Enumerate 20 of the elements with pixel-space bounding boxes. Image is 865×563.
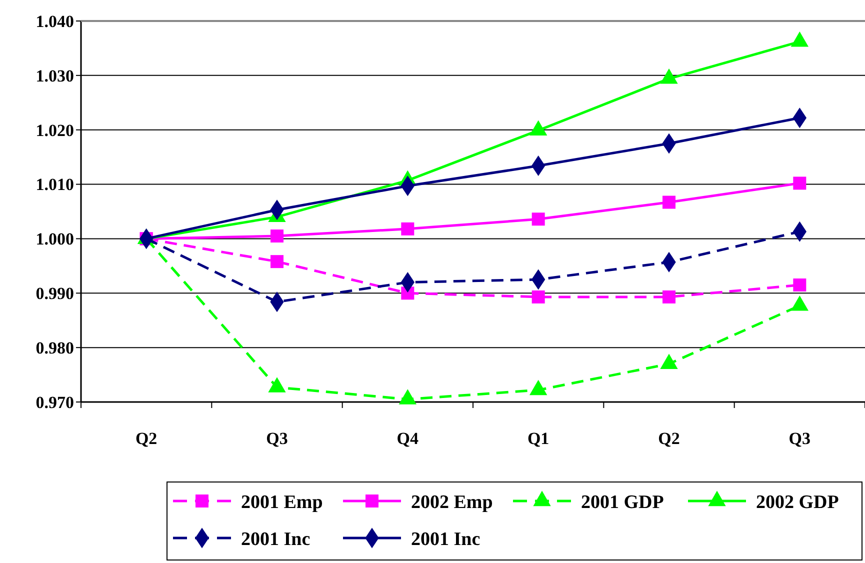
y-tick-label: 1.040 <box>36 12 74 31</box>
y-tick-label: 1.010 <box>36 175 74 194</box>
legend-label: 2001 Inc <box>241 529 310 550</box>
legend-label: 2002 Emp <box>411 492 493 513</box>
x-tick-label: Q1 <box>527 429 550 448</box>
y-tick-label: 0.990 <box>36 284 74 304</box>
legend-label: 2001 Inc <box>411 529 480 550</box>
x-tick-label: Q3 <box>788 429 811 448</box>
x-tick-label: Q3 <box>266 429 288 448</box>
x-tick-label: Q2 <box>135 429 158 448</box>
legend-label: 2002 GDP <box>756 492 840 513</box>
legend-label: 2001 Emp <box>241 492 323 513</box>
y-tick-label: 1.020 <box>36 120 74 140</box>
y-tick-label: 0.980 <box>36 338 74 358</box>
x-tick-label: Q2 <box>658 429 680 448</box>
y-tick-label: 0.970 <box>36 392 74 412</box>
y-tick-label: 1.000 <box>36 230 74 249</box>
legend-label: 2001 GDP <box>581 492 664 513</box>
x-tick-label: Q4 <box>396 429 420 448</box>
y-tick-label: 1.030 <box>36 66 74 86</box>
